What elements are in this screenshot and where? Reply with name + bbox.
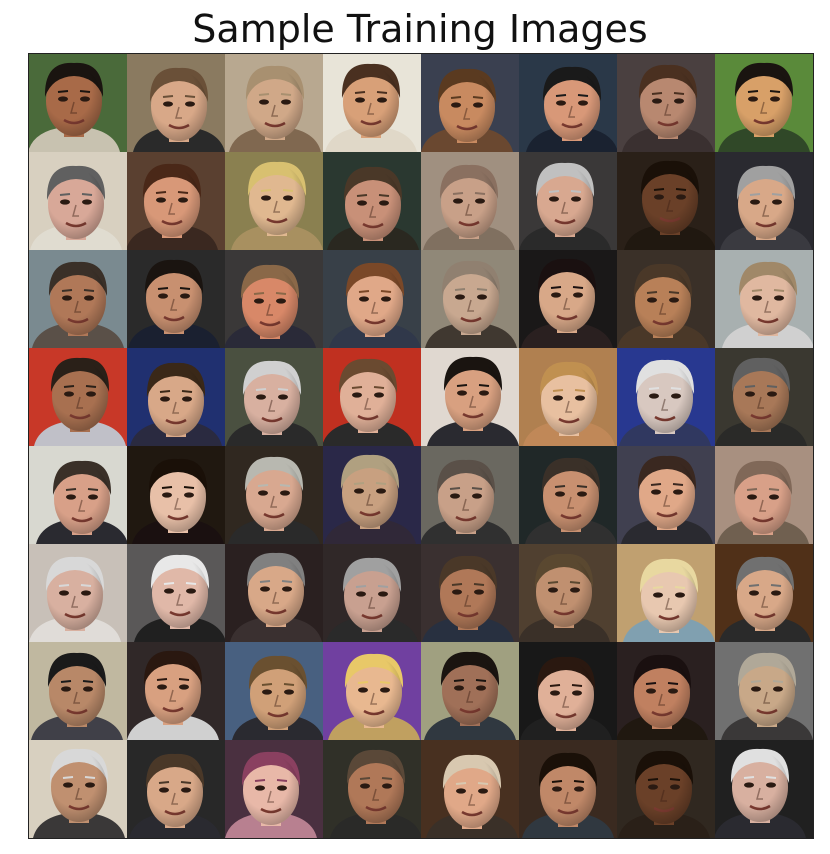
face-thumbnail <box>519 642 617 740</box>
face-thumbnail <box>29 642 127 740</box>
face-thumbnail <box>225 642 323 740</box>
face-thumbnail <box>617 152 715 250</box>
face-thumbnail <box>127 152 225 250</box>
image-grid <box>28 53 814 839</box>
face-thumbnail <box>323 642 421 740</box>
face-thumbnail <box>323 348 421 446</box>
face-thumbnail <box>127 544 225 642</box>
face-thumbnail <box>617 446 715 544</box>
face-thumbnail <box>421 54 519 152</box>
face-thumbnail <box>715 544 813 642</box>
face-thumbnail <box>715 740 813 838</box>
face-thumbnail <box>519 740 617 838</box>
face-thumbnail <box>323 446 421 544</box>
face-thumbnail <box>127 642 225 740</box>
face-thumbnail <box>519 544 617 642</box>
face-thumbnail <box>715 54 813 152</box>
face-thumbnail <box>323 152 421 250</box>
face-thumbnail <box>715 446 813 544</box>
face-thumbnail <box>225 446 323 544</box>
face-thumbnail <box>323 544 421 642</box>
face-thumbnail <box>715 250 813 348</box>
face-thumbnail <box>225 250 323 348</box>
face-thumbnail <box>127 446 225 544</box>
face-thumbnail <box>617 642 715 740</box>
face-thumbnail <box>225 54 323 152</box>
face-thumbnail <box>421 544 519 642</box>
face-thumbnail <box>715 152 813 250</box>
face-thumbnail <box>519 54 617 152</box>
face-thumbnail <box>29 446 127 544</box>
face-thumbnail <box>617 348 715 446</box>
face-thumbnail <box>323 250 421 348</box>
face-thumbnail <box>421 348 519 446</box>
face-thumbnail <box>715 348 813 446</box>
face-thumbnail <box>519 446 617 544</box>
face-thumbnail <box>127 250 225 348</box>
face-thumbnail <box>225 544 323 642</box>
face-thumbnail <box>29 54 127 152</box>
face-thumbnail <box>225 740 323 838</box>
face-thumbnail <box>519 348 617 446</box>
face-thumbnail <box>323 54 421 152</box>
face-thumbnail <box>421 642 519 740</box>
face-thumbnail <box>715 642 813 740</box>
face-thumbnail <box>421 250 519 348</box>
face-thumbnail <box>421 446 519 544</box>
face-thumbnail <box>127 54 225 152</box>
face-thumbnail <box>421 152 519 250</box>
face-thumbnail <box>617 544 715 642</box>
face-thumbnail <box>519 152 617 250</box>
face-thumbnail <box>29 152 127 250</box>
face-thumbnail <box>29 250 127 348</box>
face-thumbnail <box>225 348 323 446</box>
figure-title: Sample Training Images <box>192 7 648 51</box>
face-thumbnail <box>127 348 225 446</box>
face-thumbnail <box>323 740 421 838</box>
face-thumbnail <box>29 348 127 446</box>
face-thumbnail <box>519 250 617 348</box>
face-thumbnail <box>29 544 127 642</box>
face-thumbnail <box>617 54 715 152</box>
face-thumbnail <box>617 250 715 348</box>
face-thumbnail <box>225 152 323 250</box>
face-thumbnail <box>127 740 225 838</box>
face-thumbnail <box>617 740 715 838</box>
face-thumbnail <box>29 740 127 838</box>
face-thumbnail <box>421 740 519 838</box>
